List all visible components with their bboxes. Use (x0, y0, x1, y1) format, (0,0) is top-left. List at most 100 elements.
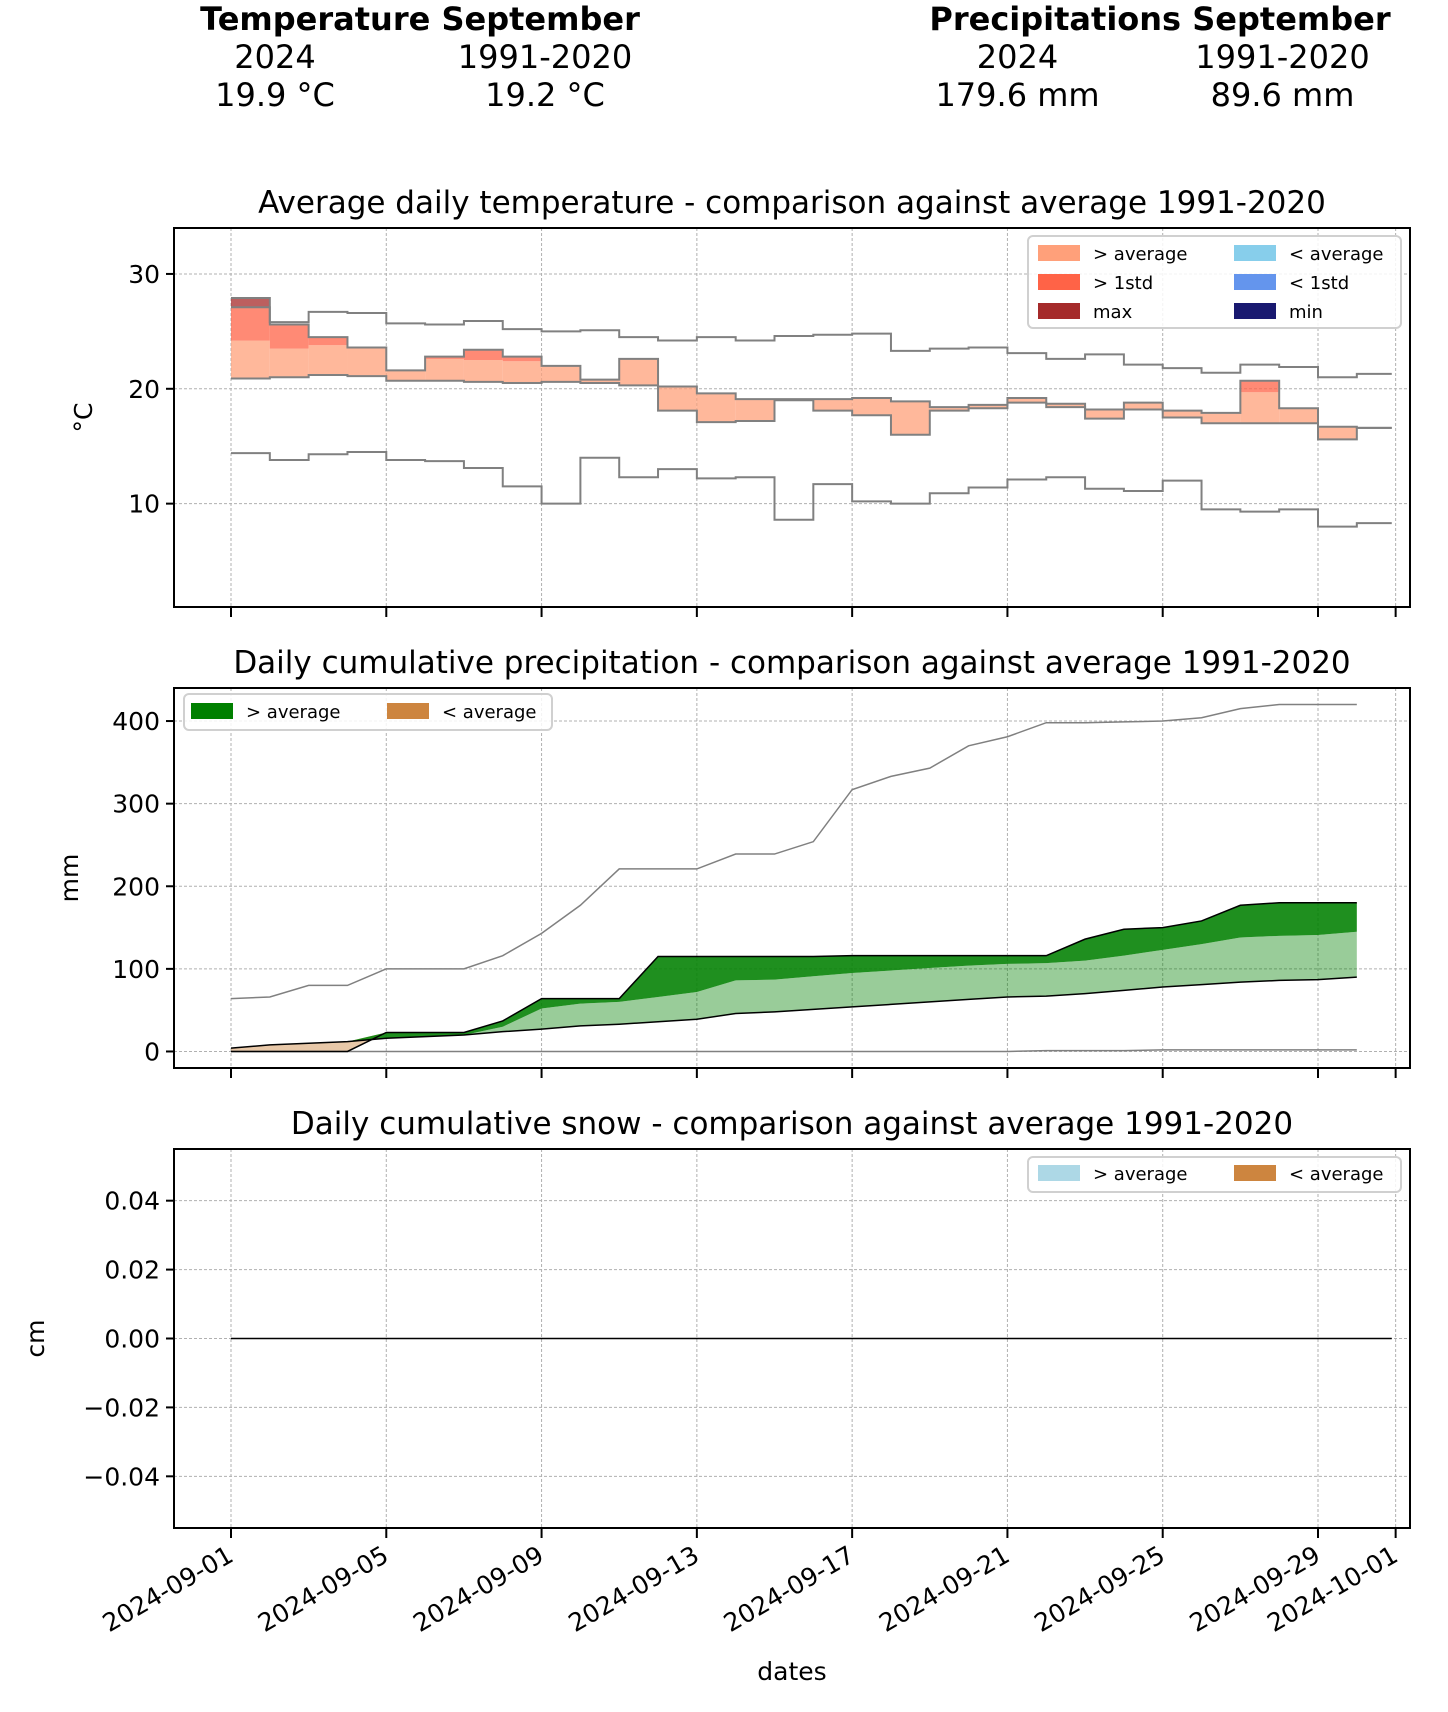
above-1std-bar (502, 356, 542, 362)
axes-frame (173, 687, 1411, 1069)
y-axis-label: mm (55, 854, 84, 903)
above-average-bar (852, 397, 891, 416)
x-tick-label: 2024-09-09 (408, 1540, 548, 1638)
legend-swatch (1038, 274, 1080, 290)
above-average-bar (502, 361, 542, 384)
legend: > average > 1std max < average < 1std min (1027, 235, 1402, 329)
temperature-value-2024: 19.9 °C (215, 76, 335, 114)
above-average-bar (269, 348, 309, 378)
legend-label: < 1std (1289, 273, 1349, 294)
above-1std-bar (1240, 380, 1280, 393)
above-average-bar (890, 401, 930, 435)
temperature-value-normal: 19.2 °C (485, 76, 605, 114)
above-average-bar (463, 360, 503, 382)
actual-temperature-line (231, 297, 1392, 429)
above-average-bar (1123, 402, 1163, 410)
temperature-col-2024: 2024 (234, 38, 316, 76)
precipitation-col-2024: 2024 (976, 38, 1059, 76)
above-average-bar (1085, 409, 1124, 419)
above-average-bar (1046, 403, 1086, 408)
precipitation-col-normal: 1991-2020 (1195, 38, 1370, 76)
legend-swatch (1234, 274, 1276, 290)
above-average-bar (658, 386, 697, 411)
y-tick-label: 400 (112, 707, 160, 736)
legend: > average < average (183, 693, 553, 731)
legend-label: > 1std (1093, 273, 1153, 294)
min-temperature-line (231, 450, 1392, 528)
axes-frame (173, 227, 1411, 608)
above-average-bar (813, 399, 853, 411)
x-tick-label: 2024-09-21 (874, 1540, 1014, 1638)
legend-swatch (1038, 303, 1080, 319)
legend-swatch (1234, 245, 1276, 261)
above-1std-bar (308, 337, 348, 346)
y-tick-label: 0.02 (104, 1256, 160, 1285)
above-average-bar (386, 370, 426, 381)
temperature-summary: Temperature September 2024 1991-2020 19.9… (180, 0, 660, 114)
chart-panel-1: Average daily temperature - comparison a… (69, 185, 1411, 617)
above-average-bar (1201, 412, 1241, 424)
y-tick-label: 300 (112, 790, 160, 819)
above-1std-bar (231, 307, 270, 341)
above-average-bar (541, 365, 581, 382)
above-1std-bar (425, 356, 464, 359)
y-axis-label: cm (21, 1319, 50, 1357)
temperature-summary-title: Temperature September (200, 0, 640, 38)
max-precipitation-line (230, 703, 1357, 1000)
above-average-bar (1240, 392, 1280, 424)
min-precipitation-line (231, 1049, 1357, 1053)
legend-label: > average (246, 702, 341, 723)
legend-label: min (1289, 302, 1323, 323)
above-average-bar (968, 404, 1008, 409)
legend-swatch (1038, 245, 1080, 261)
above-average-bar (308, 345, 348, 376)
x-tick-label: 2024-09-13 (564, 1540, 704, 1638)
chart-panel-2: Daily cumulative precipitation - compari… (55, 645, 1411, 1078)
chart-panel-3: Daily cumulative snow - comparison again… (21, 1106, 1411, 1538)
above-average-bar (425, 358, 464, 381)
above-average-bar (1279, 408, 1318, 424)
legend-label: < average (1289, 244, 1384, 265)
legend-swatch (1038, 1165, 1080, 1181)
x-tick-label: 2024-09-01 (98, 1540, 238, 1638)
precipitation-value-2024: 179.6 mm (935, 76, 1100, 114)
y-tick-label: 0.04 (104, 1187, 160, 1216)
chart-title: Daily cumulative snow - comparison again… (291, 1106, 1293, 1142)
y-tick-label: −0.04 (83, 1462, 160, 1491)
average-temperature-line (231, 374, 1392, 441)
legend: > average < average (1027, 1156, 1402, 1193)
above-1std-bar (269, 324, 309, 349)
above-max-bar (231, 298, 270, 308)
legend-box (183, 693, 553, 731)
legend-swatch (1234, 1165, 1276, 1181)
y-tick-label: 0.00 (104, 1325, 160, 1354)
above-average-bar (929, 407, 969, 411)
above-average-bar (696, 393, 736, 423)
legend-label: > average (1093, 1164, 1188, 1185)
y-axis-label: °C (69, 403, 98, 433)
y-tick-label: 200 (112, 872, 160, 901)
above-average-bar (1007, 397, 1047, 403)
x-tick-label: 2024-09-05 (253, 1540, 393, 1638)
legend-label: max (1093, 302, 1133, 323)
above-average-bar (347, 347, 387, 377)
plot-area: > average > 1std max < average < 1std min (231, 235, 1402, 528)
precipitation-summary-title: Precipitations September (929, 0, 1391, 38)
above-average-area (231, 931, 1357, 1049)
temperature-col-normal: 1991-2020 (457, 38, 633, 76)
precipitation-value-normal: 89.6 mm (1210, 76, 1355, 114)
chart-title: Daily cumulative precipitation - compari… (233, 645, 1350, 681)
legend-swatch (191, 703, 233, 719)
x-tick-label: 2024-09-25 (1029, 1540, 1169, 1638)
precipitation-summary: Precipitations September 2024 1991-2020 1… (915, 0, 1405, 114)
y-tick-label: 0 (144, 1037, 160, 1066)
above-average-bar (1162, 410, 1202, 418)
legend-label: < average (1289, 1164, 1384, 1185)
plot-area: > average < average (231, 1156, 1402, 1340)
above-average-bar (1318, 426, 1357, 440)
above-average-bar (735, 399, 775, 421)
legend-label: < average (442, 702, 537, 723)
above-average-bar (580, 379, 620, 384)
y-tick-label: 100 (112, 955, 160, 984)
